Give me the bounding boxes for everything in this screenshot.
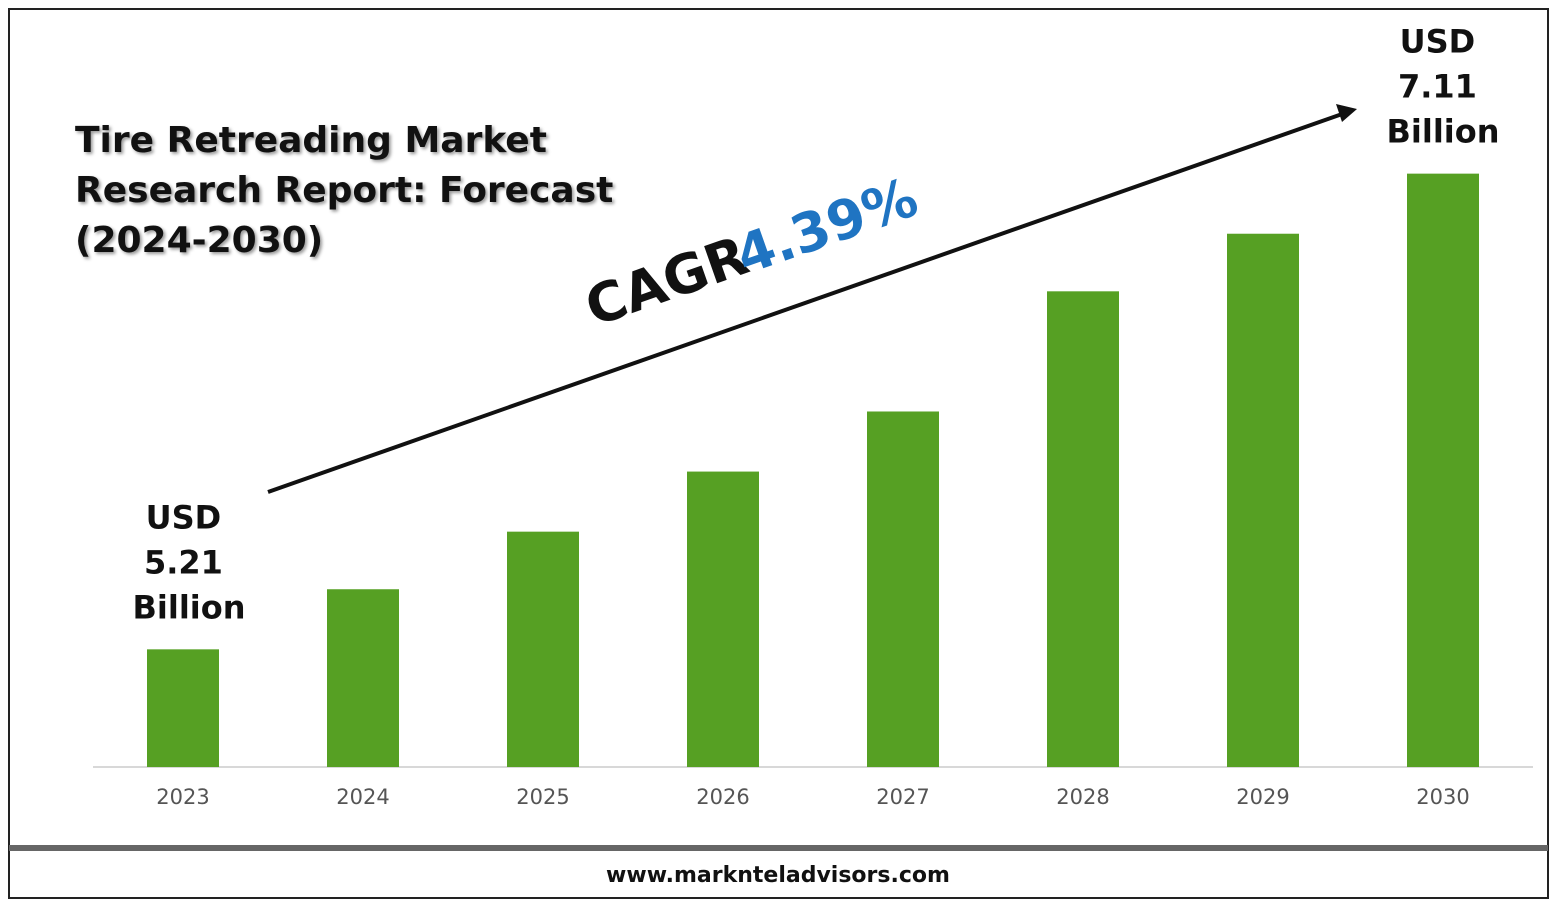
x-tick-label: 2024 (336, 785, 389, 809)
frame (8, 8, 1549, 899)
x-tick-label: 2027 (876, 785, 929, 809)
bar (1047, 291, 1119, 767)
bar (1407, 173, 1479, 768)
bar (147, 649, 219, 767)
chart-title: Tire Retreading Market Research Report: … (75, 120, 614, 261)
footer-divider (9, 845, 1548, 851)
bar (687, 471, 759, 767)
x-tick-label: 2025 (516, 785, 569, 809)
arrow-head (1336, 104, 1357, 122)
bar (867, 411, 939, 767)
x-tick-label: 2026 (696, 785, 749, 809)
x-tick-label: 2028 (1056, 785, 1109, 809)
trend-arrow (267, 111, 1346, 494)
bar (1227, 233, 1299, 767)
x-tick-label: 2030 (1416, 785, 1469, 809)
source: www.marknteladvisors.com (606, 863, 950, 888)
bar (507, 531, 579, 767)
bar (327, 589, 399, 767)
value-label: USD 7.11 Billion (1386, 23, 1499, 151)
x-tick-label: 2023 (156, 785, 209, 809)
value-label: USD 5.21 Billion (132, 498, 245, 626)
x-tick-label: 2029 (1236, 785, 1289, 809)
